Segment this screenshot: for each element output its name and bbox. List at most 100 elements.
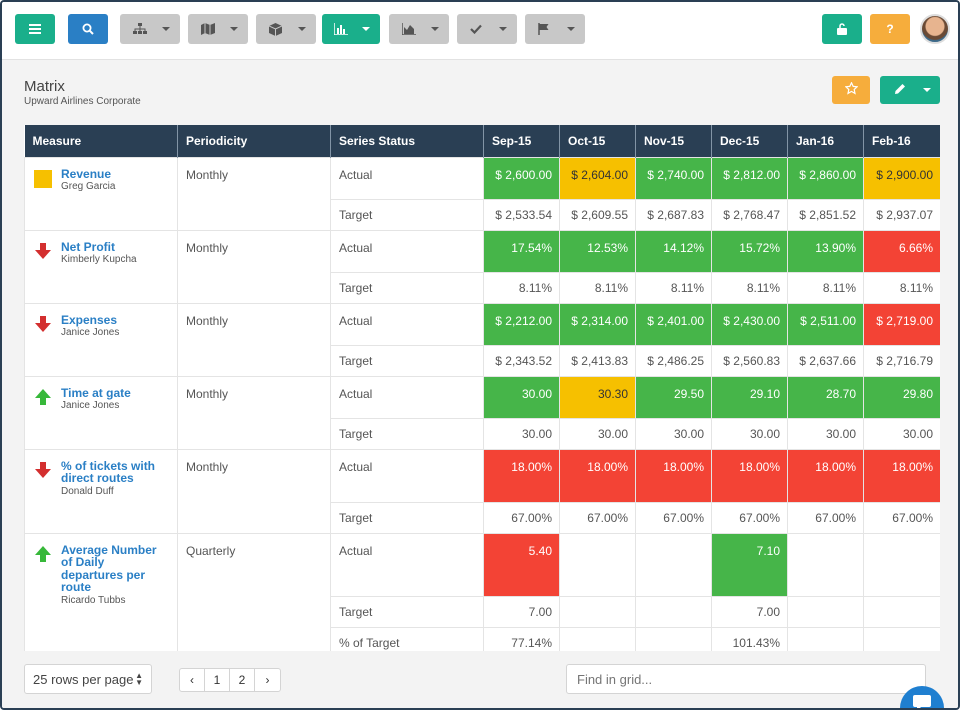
value-cell[interactable]: 13.90% (787, 229, 864, 273)
value-cell[interactable]: $ 2,511.00 (787, 302, 864, 346)
measure-link[interactable]: Revenue (61, 166, 112, 181)
value-cell[interactable]: 18.00% (483, 448, 560, 503)
value-cell[interactable] (635, 532, 712, 597)
value-cell[interactable]: 6.66% (863, 229, 940, 273)
value-cell[interactable]: 28.70 (787, 375, 864, 419)
value-cell[interactable]: $ 2,401.00 (635, 302, 712, 346)
column-header[interactable]: Nov-15 (635, 125, 712, 157)
value-cell[interactable]: $ 2,486.25 (635, 344, 712, 377)
rows-per-page-select[interactable]: 25 rows per page ▲ ▼ (24, 664, 152, 694)
value-cell[interactable]: $ 2,609.55 (559, 198, 636, 231)
value-cell[interactable]: $ 2,600.00 (483, 156, 560, 200)
value-cell[interactable]: 8.11% (483, 271, 560, 304)
value-cell[interactable]: 30.00 (863, 417, 940, 450)
measure-link[interactable]: Expenses (61, 312, 118, 327)
column-header[interactable]: Dec-15 (711, 125, 788, 157)
value-cell[interactable]: $ 2,812.00 (711, 156, 788, 200)
value-cell[interactable]: $ 2,716.79 (863, 344, 940, 377)
value-cell[interactable]: 67.00% (635, 501, 712, 534)
value-cell[interactable]: 29.50 (635, 375, 712, 419)
menu-button[interactable] (15, 14, 55, 44)
value-cell[interactable]: $ 2,413.83 (559, 344, 636, 377)
value-cell[interactable]: 30.00 (711, 417, 788, 450)
value-cell[interactable] (863, 595, 940, 628)
column-header[interactable]: Jan-16 (787, 125, 864, 157)
value-cell[interactable]: 18.00% (559, 448, 636, 503)
value-cell[interactable]: $ 2,768.47 (711, 198, 788, 231)
value-cell[interactable]: 67.00% (787, 501, 864, 534)
flag-dropdown[interactable] (525, 14, 585, 44)
column-header[interactable]: Oct-15 (559, 125, 636, 157)
value-cell[interactable] (635, 595, 712, 628)
value-cell[interactable]: 29.80 (863, 375, 940, 419)
value-cell[interactable] (863, 626, 940, 651)
pager-page-2[interactable]: 2 (230, 669, 255, 691)
value-cell[interactable]: $ 2,719.00 (863, 302, 940, 346)
value-cell[interactable]: 30.30 (559, 375, 636, 419)
pager-page-1[interactable]: 1 (205, 669, 230, 691)
value-cell[interactable]: 18.00% (635, 448, 712, 503)
value-cell[interactable] (635, 626, 712, 651)
value-cell[interactable]: $ 2,937.07 (863, 198, 940, 231)
value-cell[interactable]: $ 2,430.00 (711, 302, 788, 346)
value-cell[interactable]: 67.00% (711, 501, 788, 534)
value-cell[interactable] (559, 626, 636, 651)
value-cell[interactable]: $ 2,740.00 (635, 156, 712, 200)
value-cell[interactable]: $ 2,212.00 (483, 302, 560, 346)
value-cell[interactable]: 14.12% (635, 229, 712, 273)
value-cell[interactable]: 8.11% (863, 271, 940, 304)
value-cell[interactable]: $ 2,851.52 (787, 198, 864, 231)
value-cell[interactable]: 8.11% (559, 271, 636, 304)
measure-link[interactable]: Average Number of Daily departures per r… (61, 542, 157, 594)
hierarchy-dropdown[interactable] (120, 14, 180, 44)
value-cell[interactable]: 67.00% (559, 501, 636, 534)
value-cell[interactable]: 8.11% (711, 271, 788, 304)
value-cell[interactable]: 30.00 (787, 417, 864, 450)
measure-link[interactable]: % of tickets with direct routes (61, 458, 156, 485)
value-cell[interactable]: 77.14% (483, 626, 560, 651)
value-cell[interactable] (559, 595, 636, 628)
value-cell[interactable]: 8.11% (635, 271, 712, 304)
value-cell[interactable]: $ 2,314.00 (559, 302, 636, 346)
value-cell[interactable]: 67.00% (863, 501, 940, 534)
edit-dropdown-button[interactable] (880, 76, 940, 104)
measure-link[interactable]: Net Profit (61, 239, 115, 254)
value-cell[interactable]: 101.43% (711, 626, 788, 651)
help-button[interactable]: ? (870, 14, 910, 44)
value-cell[interactable]: 17.54% (483, 229, 560, 273)
value-cell[interactable]: 18.00% (787, 448, 864, 503)
value-cell[interactable]: 12.53% (559, 229, 636, 273)
value-cell[interactable]: $ 2,900.00 (863, 156, 940, 200)
value-cell[interactable] (787, 626, 864, 651)
user-avatar[interactable] (920, 14, 950, 44)
value-cell[interactable]: 30.00 (635, 417, 712, 450)
area-chart-dropdown[interactable] (389, 14, 449, 44)
search-button[interactable] (68, 14, 108, 44)
cube-dropdown[interactable] (256, 14, 316, 44)
value-cell[interactable] (559, 532, 636, 597)
value-cell[interactable]: 18.00% (711, 448, 788, 503)
value-cell[interactable]: 15.72% (711, 229, 788, 273)
value-cell[interactable]: 30.00 (559, 417, 636, 450)
pager-next-button[interactable]: › (265, 673, 270, 687)
column-header[interactable]: Periodicity (177, 125, 331, 157)
value-cell[interactable]: 5.40 (483, 532, 560, 597)
value-cell[interactable]: 7.10 (711, 532, 788, 597)
value-cell[interactable] (863, 532, 940, 597)
value-cell[interactable]: 30.00 (483, 417, 560, 450)
value-cell[interactable] (787, 532, 864, 597)
column-header[interactable]: Sep-15 (483, 125, 560, 157)
value-cell[interactable]: 7.00 (711, 595, 788, 628)
value-cell[interactable]: $ 2,687.83 (635, 198, 712, 231)
value-cell[interactable]: $ 2,343.52 (483, 344, 560, 377)
value-cell[interactable]: 7.00 (483, 595, 560, 628)
value-cell[interactable]: 18.00% (863, 448, 940, 503)
column-header[interactable]: Series Status (330, 125, 484, 157)
value-cell[interactable]: 30.00 (483, 375, 560, 419)
value-cell[interactable]: $ 2,860.00 (787, 156, 864, 200)
value-cell[interactable]: $ 2,533.54 (483, 198, 560, 231)
check-dropdown[interactable] (457, 14, 517, 44)
value-cell[interactable]: $ 2,637.66 (787, 344, 864, 377)
value-cell[interactable]: 29.10 (711, 375, 788, 419)
value-cell[interactable]: 67.00% (483, 501, 560, 534)
